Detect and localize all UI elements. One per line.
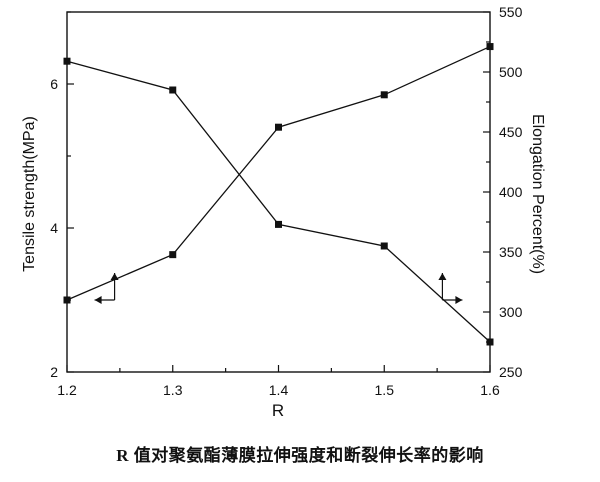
y-left-tick-label: 6 xyxy=(50,76,58,92)
y-right-tick-label: 300 xyxy=(499,304,523,320)
data-point xyxy=(275,220,282,228)
data-point xyxy=(380,91,388,99)
series-line-elongation xyxy=(66,60,491,343)
data-point xyxy=(486,338,494,346)
y-axis-left-label: Tensile strength(MPa) xyxy=(21,116,38,272)
axis-pointer-arrow xyxy=(441,273,463,301)
x-tick-label: 1.6 xyxy=(480,382,500,398)
x-tick-label: 1.2 xyxy=(57,382,77,398)
y-right-tick-label: 550 xyxy=(499,4,523,20)
y-right-tick-label: 250 xyxy=(499,364,523,380)
y-left-tick-label: 2 xyxy=(50,364,58,380)
x-axis-label: R xyxy=(272,401,284,420)
plot-border xyxy=(66,11,491,373)
x-tick-label: 1.3 xyxy=(163,382,183,398)
data-point xyxy=(486,43,494,51)
figure-caption: R 值对聚氨酯薄膜拉伸强度和断裂伸长率的影响 xyxy=(116,446,484,465)
y-right-tick-label: 400 xyxy=(499,184,523,200)
y-axis-left: 2 4 6 xyxy=(50,11,74,380)
data-point xyxy=(63,57,71,65)
annotations xyxy=(94,273,463,304)
data-point xyxy=(275,123,282,131)
y-right-tick-label: 450 xyxy=(499,124,523,140)
arrow-head xyxy=(438,273,447,280)
arrow-head xyxy=(110,273,119,280)
arrow-head xyxy=(94,296,102,304)
x-tick-label: 1.5 xyxy=(375,382,395,398)
y-axis-right: 250 300 350 400 450 500 550 xyxy=(483,4,523,380)
x-tick-label: 1.4 xyxy=(269,382,289,398)
y-right-tick-label: 500 xyxy=(499,64,523,80)
data-point xyxy=(169,251,177,259)
plot-frame xyxy=(66,11,491,373)
x-axis: 1.2 1.3 1.4 1.5 1.6 xyxy=(57,365,500,398)
series-lines xyxy=(63,43,494,346)
y-right-tick-label: 350 xyxy=(499,244,523,260)
data-point xyxy=(63,296,71,304)
arrow-head xyxy=(455,296,463,304)
data-point xyxy=(169,86,177,94)
series-line-tensile xyxy=(66,45,491,301)
y-axis-right-label: Elongation Percent(%) xyxy=(529,114,546,274)
chart: 1.2 1.3 1.4 1.5 1.6 2 4 6 250 300 350 400 450 500 55… xyxy=(21,4,546,420)
data-point xyxy=(380,242,388,250)
y-left-tick-label: 4 xyxy=(50,220,58,236)
